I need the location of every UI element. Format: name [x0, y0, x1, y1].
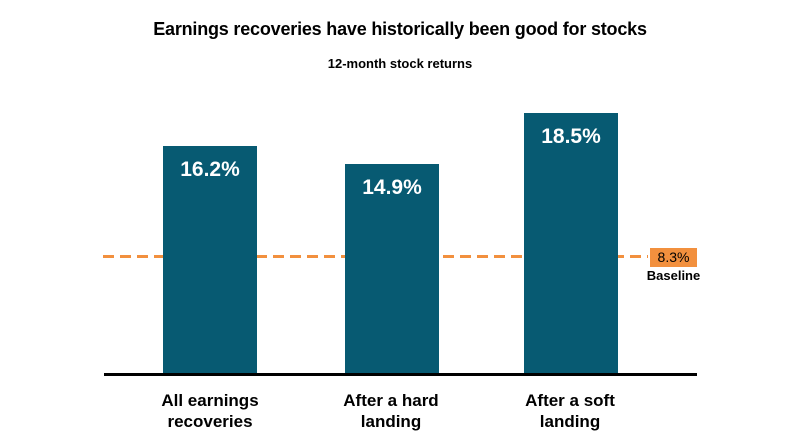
x-axis-line	[104, 373, 697, 376]
bar-3: 18.5%	[524, 113, 618, 373]
plot-area: 16.2% 14.9% 18.5%	[103, 0, 697, 376]
category-label-1: All earnings recoveries	[161, 391, 259, 431]
baseline-caption: Baseline	[646, 268, 701, 283]
category-label-3: After a soft landing	[525, 391, 615, 431]
bar-1: 16.2%	[163, 146, 257, 373]
chart-subtitle: 12-month stock returns	[327, 56, 473, 71]
category-label-2: After a hard landing	[343, 391, 439, 431]
bar-2: 14.9%	[345, 164, 439, 373]
baseline-value-badge: 8.3%	[650, 248, 697, 267]
chart-title: Earnings recoveries have historically be…	[153, 19, 647, 39]
bar-value-label: 18.5%	[541, 125, 601, 148]
bar-value-label: 16.2%	[180, 158, 240, 181]
bar-value-label: 14.9%	[362, 176, 422, 199]
